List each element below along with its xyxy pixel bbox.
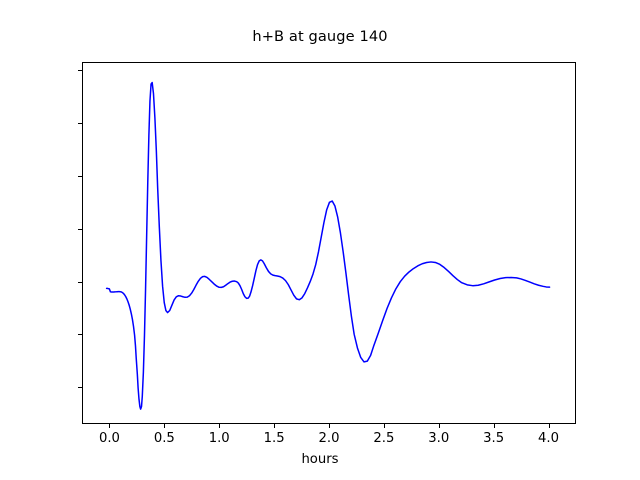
y-tick-mark bbox=[77, 70, 82, 72]
x-tick-mark bbox=[548, 424, 550, 429]
data-polyline bbox=[105, 81, 551, 410]
x-tick-label: 0.5 bbox=[153, 431, 175, 446]
x-tick-label: 3.0 bbox=[428, 431, 450, 446]
x-tick-label: 1.0 bbox=[208, 431, 230, 446]
x-tick-mark bbox=[493, 424, 495, 429]
x-tick-mark bbox=[109, 424, 111, 429]
x-tick-mark bbox=[383, 424, 385, 429]
x-tick-mark bbox=[219, 424, 221, 429]
x-axis-label: hours bbox=[301, 452, 339, 467]
y-tick-mark bbox=[77, 123, 82, 125]
plot-area bbox=[82, 62, 576, 424]
x-tick-mark bbox=[438, 424, 440, 429]
x-tick-label: 1.5 bbox=[263, 431, 285, 446]
x-tick-label: 2.5 bbox=[373, 431, 395, 446]
x-tick-mark bbox=[329, 424, 331, 429]
x-tick-label: 4.0 bbox=[538, 431, 560, 446]
x-tick-label: 2.0 bbox=[318, 431, 340, 446]
y-tick-mark bbox=[77, 334, 82, 336]
y-tick-mark bbox=[77, 387, 82, 389]
x-tick-label: 3.5 bbox=[483, 431, 505, 446]
line-series-h-plus-b bbox=[105, 81, 551, 410]
chart-title: h+B at gauge 140 bbox=[252, 28, 388, 45]
y-tick-mark bbox=[77, 228, 82, 230]
x-tick-mark bbox=[164, 424, 166, 429]
y-tick-mark bbox=[77, 175, 82, 178]
x-tick-mark bbox=[274, 424, 276, 429]
y-tick-mark bbox=[77, 281, 82, 283]
x-tick-label: 0.0 bbox=[98, 431, 120, 446]
